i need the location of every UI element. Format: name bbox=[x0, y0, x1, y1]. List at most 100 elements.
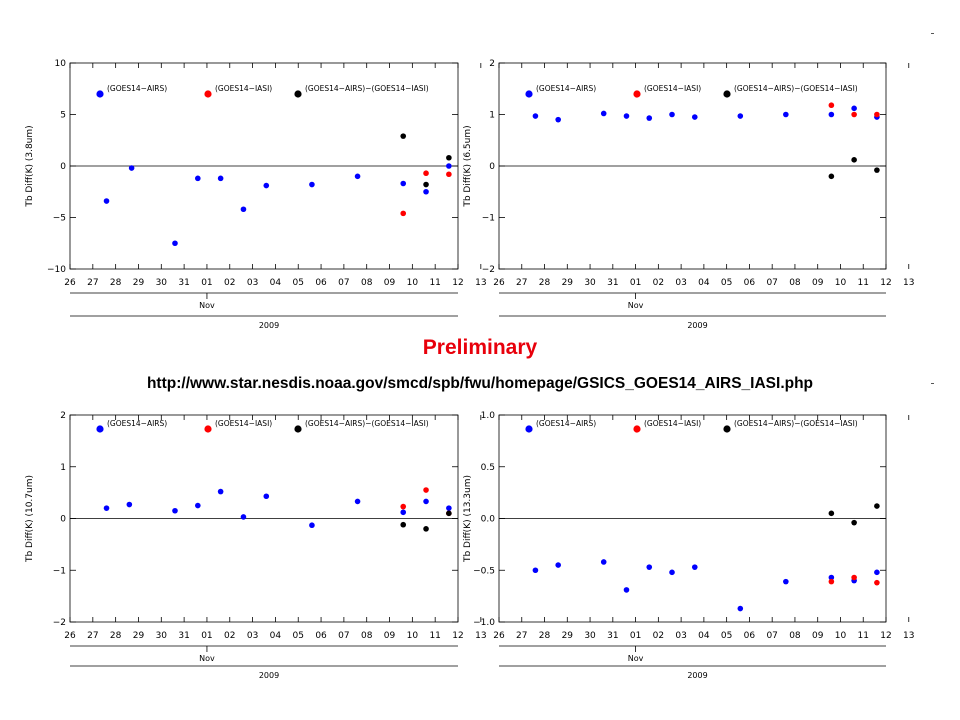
data-point-series-1 bbox=[128, 165, 135, 171]
data-point-series-1 bbox=[423, 498, 429, 505]
x-tick-label: 08 bbox=[361, 278, 373, 288]
data-point-series-2 bbox=[828, 102, 835, 109]
source-url: http://www.star.nesdis.noaa.gov/smcd/spb… bbox=[146, 375, 814, 392]
data-point-series-1 bbox=[737, 113, 744, 119]
month-label: Nov bbox=[628, 654, 644, 663]
data-point-series-3 bbox=[828, 173, 835, 180]
x-tick-label: 28 bbox=[110, 278, 122, 288]
x-tick-label: 03 bbox=[247, 278, 258, 288]
legend-marker bbox=[525, 90, 533, 98]
x-tick-label: 08 bbox=[789, 631, 801, 641]
y-tick-label: 1.0 bbox=[481, 411, 496, 421]
data-point-series-1 bbox=[217, 175, 224, 182]
data-point-series-2 bbox=[828, 578, 835, 585]
x-tick-label: 11 bbox=[858, 278, 869, 288]
x-tick-label: 01 bbox=[201, 278, 212, 288]
legend-marker bbox=[204, 90, 212, 98]
edge-mark bbox=[931, 33, 934, 34]
data-point-series-1 bbox=[400, 509, 407, 516]
x-tick-label: 30 bbox=[156, 631, 168, 641]
y-tick-label: −1 bbox=[482, 214, 495, 224]
data-point-series-1 bbox=[172, 240, 178, 247]
data-point-series-1 bbox=[623, 587, 630, 593]
x-tick-label: 13 bbox=[475, 631, 486, 641]
legend-label: (GOES14−IASI) bbox=[644, 419, 701, 428]
x-tick-label: 02 bbox=[653, 631, 664, 641]
legend-marker bbox=[723, 90, 731, 98]
x-tick-label: 26 bbox=[64, 631, 76, 641]
y-tick-label: −5 bbox=[53, 214, 66, 224]
legend-marker bbox=[723, 425, 731, 433]
data-point-series-1 bbox=[600, 110, 607, 117]
y-tick-label: −10 bbox=[47, 265, 66, 275]
x-tick-label: 11 bbox=[429, 278, 440, 288]
legend-label: (GOES14−AIRS)−(GOES14−IASI) bbox=[305, 419, 429, 428]
x-tick-label: 31 bbox=[607, 631, 618, 641]
month-label: Nov bbox=[628, 301, 644, 310]
data-point-series-1 bbox=[646, 564, 653, 570]
data-point-series-3 bbox=[828, 510, 835, 517]
data-point-series-2 bbox=[423, 487, 429, 493]
data-point-series-1 bbox=[737, 605, 744, 612]
data-point-series-3 bbox=[400, 521, 407, 528]
legend-marker bbox=[525, 425, 533, 433]
x-tick-label: 30 bbox=[584, 278, 596, 288]
data-point-series-2 bbox=[400, 503, 407, 510]
month-label: Nov bbox=[199, 654, 215, 663]
legend-marker bbox=[294, 90, 302, 98]
data-point-series-1 bbox=[669, 569, 675, 576]
data-point-series-1 bbox=[172, 507, 178, 514]
x-tick-label: 29 bbox=[562, 631, 574, 641]
x-tick-label: 12 bbox=[880, 278, 891, 288]
y-tick-label: 10 bbox=[55, 59, 67, 69]
data-point-series-1 bbox=[195, 502, 201, 509]
data-point-series-1 bbox=[532, 567, 539, 574]
data-point-series-3 bbox=[423, 181, 429, 188]
x-tick-label: 07 bbox=[338, 278, 349, 288]
x-tick-label: 10 bbox=[407, 631, 419, 641]
x-tick-label: 03 bbox=[675, 278, 686, 288]
legend-label: (GOES14−IASI) bbox=[215, 84, 272, 93]
data-point-series-1 bbox=[828, 111, 835, 118]
x-tick-label: 03 bbox=[675, 631, 686, 641]
legend-label: (GOES14−AIRS) bbox=[536, 84, 596, 93]
data-point-series-3 bbox=[874, 503, 880, 509]
data-point-series-1 bbox=[783, 578, 789, 585]
x-tick-label: 04 bbox=[698, 278, 710, 288]
data-point-series-1 bbox=[103, 505, 110, 511]
y-tick-label: 2 bbox=[60, 411, 66, 421]
data-point-series-1 bbox=[103, 198, 110, 204]
x-tick-label: 30 bbox=[584, 631, 596, 641]
x-tick-label: 12 bbox=[880, 631, 891, 641]
x-tick-label: 26 bbox=[64, 278, 76, 288]
data-point-series-1 bbox=[669, 111, 675, 118]
x-tick-label: 26 bbox=[493, 278, 505, 288]
data-point-series-1 bbox=[423, 188, 429, 195]
y-tick-label: 0 bbox=[489, 162, 495, 172]
data-point-series-1 bbox=[309, 522, 315, 529]
data-point-series-1 bbox=[646, 115, 653, 121]
x-tick-label: 27 bbox=[516, 631, 527, 641]
y-tick-label: 2 bbox=[489, 59, 495, 69]
y-tick-label: 0.0 bbox=[481, 515, 496, 525]
legend-label: (GOES14−AIRS)−(GOES14−IASI) bbox=[305, 84, 429, 93]
data-point-series-1 bbox=[532, 113, 539, 119]
data-point-series-1 bbox=[240, 514, 247, 520]
data-point-series-2 bbox=[851, 574, 857, 581]
x-tick-label: 12 bbox=[452, 278, 463, 288]
y-tick-label: −1.0 bbox=[473, 618, 495, 628]
x-tick-label: 07 bbox=[766, 278, 777, 288]
y-tick-label: 0 bbox=[60, 515, 66, 525]
legend-marker bbox=[633, 425, 641, 433]
chart-panel-4: −1.0 −0.5 0.0 0.5 1.0 26 27 28 29 30 31 01 02 03 04 05 0… bbox=[463, 411, 914, 680]
x-tick-label: 29 bbox=[133, 631, 145, 641]
x-tick-label: 06 bbox=[744, 631, 756, 641]
x-tick-label: 10 bbox=[835, 278, 847, 288]
data-point-series-2 bbox=[874, 111, 880, 118]
x-tick-label: 29 bbox=[562, 278, 574, 288]
legend-label: (GOES14−AIRS) bbox=[107, 419, 167, 428]
x-tick-label: 03 bbox=[247, 631, 258, 641]
preliminary-title: Preliminary bbox=[422, 336, 538, 359]
x-tick-label: 28 bbox=[110, 631, 122, 641]
